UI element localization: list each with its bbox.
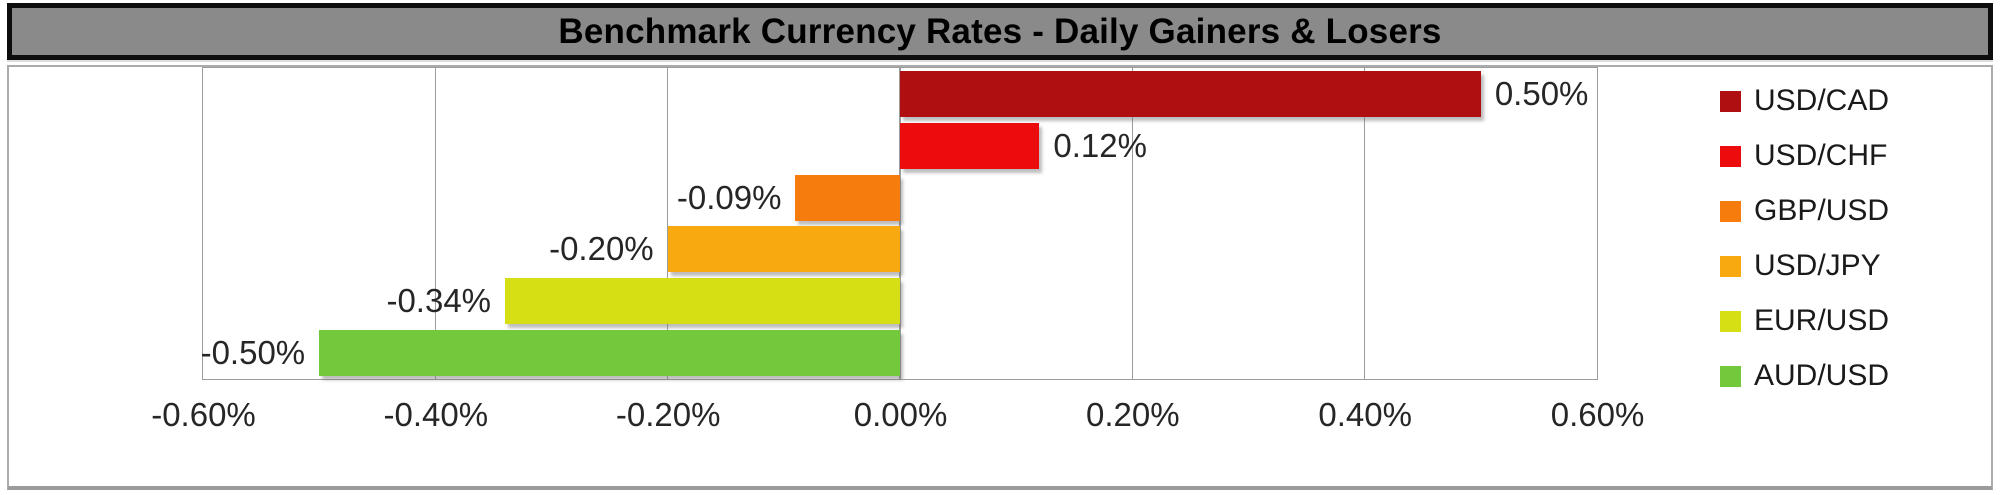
chart-title-bar: Benchmark Currency Rates - Daily Gainers… [7,3,1993,60]
chart-title: Benchmark Currency Rates - Daily Gainers… [558,11,1442,51]
bar-gbp-usd [795,174,900,221]
gridline [1363,68,1366,379]
legend-label: EUR/USD [1754,304,1890,337]
x-tick-label: -0.40% [383,396,489,433]
legend-label: USD/CAD [1754,84,1890,117]
bar-usd-cad [900,70,1481,117]
legend-swatch-icon [1720,145,1741,167]
x-tick-label: 0.00% [853,396,948,433]
bar-usd-chf [900,122,1040,169]
x-tick-label: 0.40% [1318,396,1412,433]
legend-label: GBP/USD [1754,194,1890,227]
legend-label: USD/JPY [1754,249,1881,282]
legend-item-usd-jpy: USD/JPY [1720,246,1889,286]
bar-usd-jpy [667,226,900,273]
legend-item-aud-usd: AUD/USD [1720,356,1889,396]
x-axis: -0.60% -0.40% -0.20% 0.00% 0.20% 0.40% 0.60% [9,67,1991,486]
bar-aud-usd [319,330,900,377]
x-tick-label: -0.60% [151,396,256,433]
legend-label: AUD/USD [1754,359,1890,392]
x-tick-label: 0.20% [1086,396,1180,433]
bar-eur-usd [505,278,900,325]
bar-value-label: -0.50% [200,334,306,372]
legend-swatch-icon [1720,310,1741,332]
x-tick-label: 0.60% [1550,396,1645,433]
legend: USD/CAD USD/CHF GBP/USD USD/JPY EUR/USD AUD/U… [1720,81,1889,411]
bar-value-label: -0.09% [676,178,782,216]
legend-item-gbp-usd: GBP/USD [1720,191,1889,231]
bar-value-label: -0.34% [386,282,492,320]
bar-value-label: -0.20% [549,230,654,268]
chart-area: 0.50% 0.12% -0.09% -0.20% -0.34% -0.50% -0.60… [7,65,1993,490]
legend-swatch-icon [1720,255,1741,277]
plot-area: 0.50% 0.12% -0.09% -0.20% -0.34% -0.50% [200,67,1598,380]
gridline [1131,68,1134,379]
legend-item-usd-cad: USD/CAD [1720,81,1889,121]
legend-swatch-icon [1720,90,1741,112]
legend-item-usd-chf: USD/CHF [1720,136,1889,176]
gridline [899,68,901,379]
bar-value-label: 0.12% [1053,126,1147,164]
x-tick-label: -0.20% [615,396,721,433]
legend-swatch-icon [1720,200,1741,222]
legend-item-eur-usd: EUR/USD [1720,301,1889,341]
legend-swatch-icon [1720,365,1741,387]
bar-value-label: 0.50% [1494,74,1589,112]
gridline [434,68,437,379]
legend-label: USD/CHF [1754,139,1888,172]
gridline [666,68,669,379]
